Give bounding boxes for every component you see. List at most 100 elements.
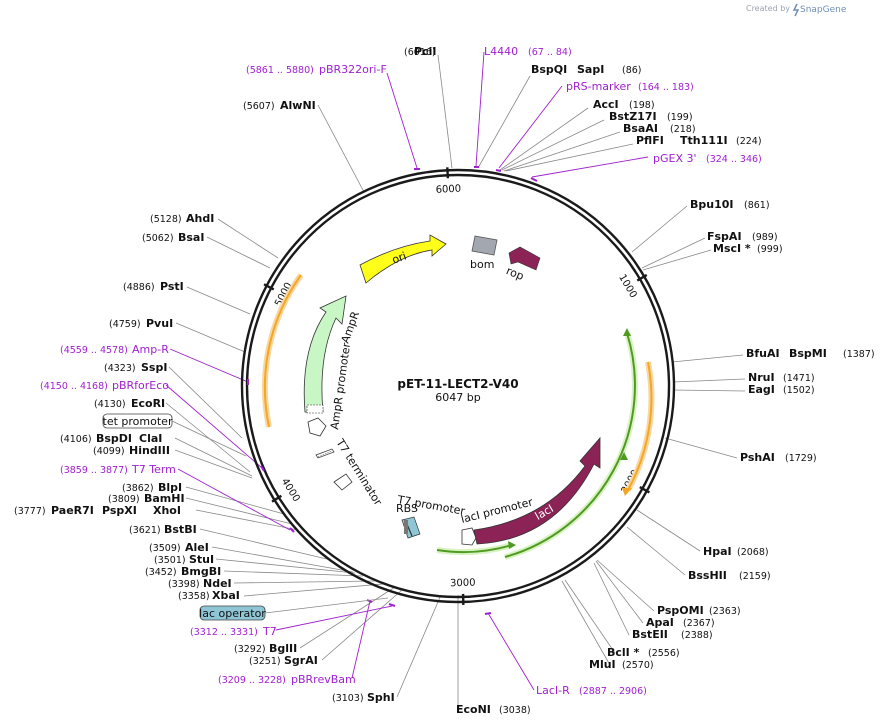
ampr-promoter-arrow — [307, 417, 327, 437]
laci-feature: lacI promoter lacI — [460, 436, 601, 546]
primer-coord-ampr: (4559 .. 4578) — [60, 345, 128, 356]
site-coord-xbai: (3358) — [178, 591, 210, 602]
site-name-pflfi: PflFI — [636, 134, 664, 147]
site-coord-ahdi: (5128) — [150, 214, 182, 225]
primer-name-prsmarker: pRS-marker — [566, 80, 631, 93]
site-coord-bstz17i: (199) — [667, 112, 693, 123]
primer-coord-l4440: (67 .. 84) — [528, 47, 572, 58]
site-name-sphi: SphI — [367, 691, 395, 704]
site-name-pshai: PshAI — [740, 451, 775, 464]
primer-mark-pgex3 — [530, 177, 538, 182]
primer-name-pgex3: pGEX 3' — [653, 152, 697, 165]
tick-mark-5000 — [263, 283, 275, 291]
lac-operator-callout: lac operator — [199, 597, 389, 621]
primer-name-l4440: L4440 — [484, 45, 518, 58]
site-coord-bfuai: (1387) — [843, 349, 875, 360]
site-name-msci: MscI * — [713, 242, 751, 255]
site-name-bcli: BclI * — [607, 646, 640, 659]
tet-promoter-label: tet promoter — [103, 415, 173, 428]
site-coord-bspqi: (86) — [622, 65, 642, 76]
primer-name-pbrrevbam: pBRrevBam — [291, 673, 356, 686]
site-coord-bsaai: (218) — [670, 124, 696, 135]
tick-mark-2000 — [639, 486, 650, 494]
primer-mark-t7term — [289, 527, 295, 533]
site-name-blpi: BlpI — [158, 481, 182, 494]
site-coord-ndei: (3398) — [168, 579, 200, 590]
site-coord-econi: (3038) — [499, 705, 531, 716]
site-coord-bglii: (3292) — [234, 644, 266, 655]
primer-coord-pgex3: (324 .. 346) — [706, 154, 762, 165]
site-coord-sspi: (4323) — [104, 363, 136, 374]
orf-left — [263, 274, 302, 428]
orf-arcs-orange — [261, 273, 655, 496]
site-name-xbai: XbaI — [212, 589, 240, 602]
primer-labels: L4440 (67 .. 84) pRS-marker (164 .. 183)… — [40, 45, 762, 697]
site-name-pspxi: PspXI — [102, 504, 137, 517]
primer-coord-t7term: (3859 .. 3877) — [60, 465, 128, 476]
site-name-mlui: MluI — [589, 658, 616, 671]
primer-coord-pbrforeco: (4150 .. 4168) — [40, 381, 108, 392]
site-coord-stui: (3501) — [154, 555, 186, 566]
site-coord-bamhi: (3809) — [108, 494, 140, 505]
primer-name-pbr322ori: pBR322ori-F — [319, 63, 387, 76]
site-coord-eagi: (1502) — [783, 385, 815, 396]
t7-terminator-arrow — [333, 473, 353, 491]
site-coord-pvui: (4759) — [109, 319, 141, 330]
tick-mark-6000 — [446, 167, 450, 179]
rbs-label: RBS — [396, 502, 418, 515]
brand-name: SnapGene — [800, 5, 847, 15]
site-name-stui: StuI — [189, 553, 214, 566]
site-coord-pspomi: (2363) — [709, 606, 741, 617]
tick-label-1000: 1000 — [616, 273, 638, 301]
rop-feature: rop — [504, 246, 541, 283]
site-coord-bmgbi: (3452) — [145, 567, 177, 578]
orf-green-outer — [504, 332, 636, 558]
site-coord-bspdi: (4106) — [60, 434, 92, 445]
plasmid-center: pET-11-LECT2-V40 6047 bp — [397, 377, 518, 404]
site-name-bsai: BsaI — [178, 231, 204, 244]
site-coord-bsshii: (2159) — [739, 571, 771, 582]
site-coord-ecori: (4130) — [94, 399, 126, 410]
site-name-bstbi: BstBI — [164, 523, 197, 536]
lac-operator-label: lac operator — [199, 607, 266, 620]
ampr-promoter-label: AmpR promoter — [328, 342, 353, 431]
site-coord-blpi: (3862) — [122, 483, 154, 494]
site-name-sapi: SapI — [577, 63, 604, 76]
primer-coord-lacir: (2887 .. 2906) — [579, 686, 647, 697]
site-name-alwni: AlwNI — [280, 99, 316, 112]
orf-green-outer-arrowhead-2 — [620, 452, 628, 460]
site-name-bsaai: BsaAI — [623, 122, 658, 135]
ampr-promoter-box — [306, 404, 324, 414]
primer-coord-t7: (3312 .. 3331) — [190, 627, 258, 638]
site-name-acci: AccI — [593, 98, 619, 111]
restriction-sites: (6016) PciI BspQI SapI (86) AccI (198) B… — [14, 45, 875, 716]
primer-mark-pbrforeco — [260, 465, 265, 472]
site-name-apai: ApaI — [646, 616, 674, 629]
snapgene-logo-icon — [792, 3, 800, 17]
site-name-clai: ClaI — [139, 432, 162, 445]
site-coord-pcii: (6016) — [404, 47, 436, 58]
primer-name-ampr: Amp-R — [132, 343, 169, 356]
site-name-pspomi: PspOMI — [657, 604, 704, 617]
site-name-ahdi: AhdI — [186, 212, 214, 225]
site-name-hindiii: HindIII — [129, 444, 170, 457]
tick-label-3000: 3000 — [450, 578, 476, 590]
site-coord-msci: (999) — [757, 244, 783, 255]
orf-right-arrowhead — [622, 488, 632, 496]
primer-mark-lacir — [484, 612, 492, 615]
site-coord-fspai: (989) — [752, 232, 778, 243]
site-name-bfuai: BfuAI — [746, 347, 780, 360]
site-name-eagi: EagI — [748, 383, 775, 396]
site-name-bsteii: BstEII — [632, 628, 668, 641]
backbone-inner-strand — [245, 173, 671, 599]
primer-name-lacir: LacI-R — [536, 684, 570, 697]
rop-label: rop — [504, 264, 526, 283]
site-coord-paer7i: (3777) — [14, 506, 46, 517]
site-name-bglii: BglII — [269, 642, 297, 655]
orf-right — [627, 361, 653, 491]
ampr-feature: AmpR AmpR promoter — [303, 295, 362, 437]
site-name-ecori: EcoRI — [131, 397, 165, 410]
primer-mark-prsmarker — [495, 169, 502, 172]
t7-terminator-feature: T7 terminator — [315, 436, 385, 508]
